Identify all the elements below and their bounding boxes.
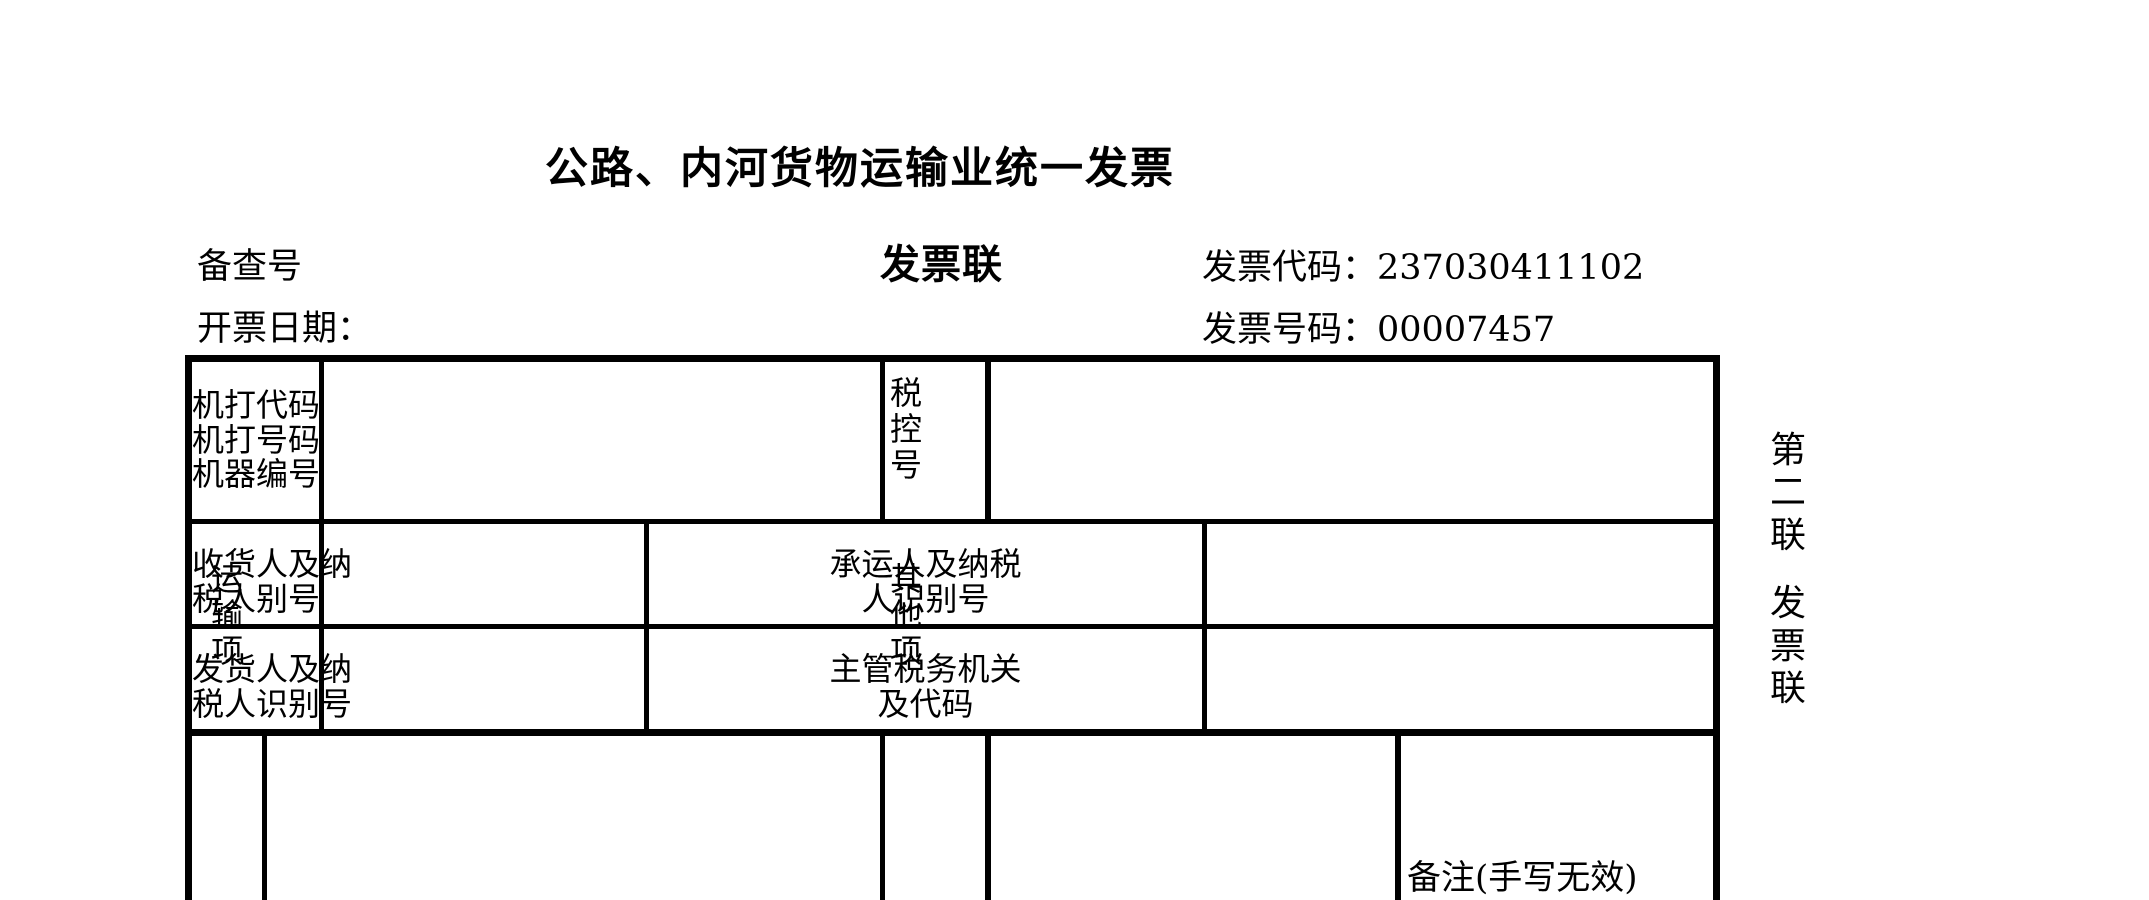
machine-serial-label: 机器编号 [192,455,321,494]
invoice-table: 机打代码 机打号码 机器编号 税 控 号 收货人及纳 税人别号 承运人及纳税 人… [185,355,1720,900]
issue-date-label: 开票日期： [197,309,373,349]
invoice-code-line: 发票代码：237030411102 [1202,251,1644,286]
row23-divider-c [1202,519,1207,729]
row4-divider-d [1395,729,1401,900]
page-title: 公路、内河货物运输业统一发票 [545,144,1175,194]
consignee-label: 收货人及纳 税人别号 [192,545,353,618]
copy-index-char-3: 联 [1769,514,1806,556]
carrier-label: 承运人及纳税 人识别号 [829,545,1022,618]
copy-index-char-2: 二 [1769,472,1806,514]
remark-label: 备注(手写无效) [1407,858,1638,898]
invoice-code-value: 237030411102 [1377,248,1645,288]
reference-number-label: 备查号 [197,247,303,287]
row4-divider-b [880,729,885,900]
copy-name-char-3: 联 [1769,668,1806,710]
machine-code-label: 机打代码 机打号码 机器编号 [192,386,321,494]
invoice-number-label: 发票号码： [1202,310,1378,350]
row4-divider-c [985,729,991,900]
machine-print-number-label: 机打号码 [192,420,321,459]
transport-items-label: 运 输 项 [210,560,243,670]
invoice-number-line: 发票号码：00007457 [1202,313,1555,348]
copy-name-char-1: 发 [1769,583,1806,625]
shipper-label: 发货人及纳 税人识别号 [192,650,353,723]
other-items-label: 其 他 项 [889,560,922,670]
row23-divider-b [644,519,649,729]
machine-print-code-label: 机打代码 [192,386,321,424]
row23-divider-a [319,519,324,729]
copy-type-heading: 发票联 [880,241,1003,288]
row4-divider-a [262,729,267,900]
copy-marker-gap [1762,557,1814,583]
copy-name-char-2: 票 [1769,625,1806,667]
row1-divider-c [985,362,991,519]
copy-index-char-1: 第 [1769,430,1806,471]
table-row-divider-3 [192,729,1713,736]
table-row-divider-1 [192,519,1713,524]
row1-divider-a [319,362,324,519]
tax-authority-label: 主管税务机关 及代码 [829,650,1022,723]
table-row-divider-2 [192,624,1713,629]
row1-divider-b [880,362,885,519]
invoice-code-label: 发票代码： [1202,248,1378,288]
tax-control-number-label: 税 控 号 [889,374,922,484]
copy-marker-vertical: 第 二 联 发 票 联 [1762,430,1814,711]
invoice-number-value: 00007457 [1377,310,1556,350]
